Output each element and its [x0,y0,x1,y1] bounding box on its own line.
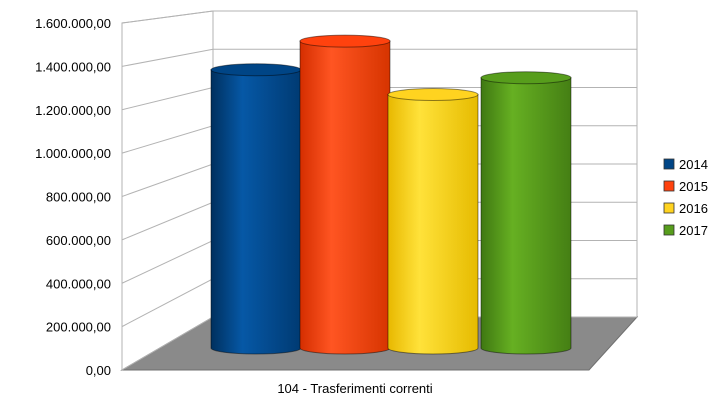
legend-swatch [663,202,675,214]
bar-2017 [480,71,572,355]
gridline [121,10,637,24]
y-tick-label: 400.000,00 [46,276,111,291]
legend-label: 2017 [679,223,708,238]
bar-top [480,71,572,85]
bar-2016 [387,88,479,355]
y-tick-label: 800.000,00 [46,190,111,205]
bar-body [480,77,572,355]
y-tick-label: 1.000.000,00 [35,146,111,161]
bar-top [210,63,302,77]
gridline [121,48,637,67]
y-axis-ticks: 0,00 200.000,00 400.000,00 600.000,00 800.00… [35,16,111,378]
y-tick-label: 1.200.000,00 [35,103,111,118]
chart-side-wall [121,10,214,370]
bar-body [387,94,479,355]
legend-label: 2016 [679,201,708,216]
legend-label: 2015 [679,179,708,194]
bar-top [299,34,391,48]
legend: 2014 2015 2016 2017 [663,157,708,238]
bars [210,34,572,355]
x-category-label: 104 - Trasferimenti correnti [277,381,432,396]
y-tick-label: 200.000,00 [46,320,111,335]
legend-label: 2014 [679,157,708,172]
bar-top [387,88,479,102]
y-tick-label: 0,00 [86,363,111,378]
y-tick-label: 1.600.000,00 [35,16,111,31]
bar-2014 [210,63,302,355]
bar-body [299,40,391,355]
legend-swatch [663,224,675,236]
legend-swatch [663,180,675,192]
bar-2015 [299,34,391,355]
y-tick-label: 600.000,00 [46,233,111,248]
y-tick-label: 1.400.000,00 [35,59,111,74]
legend-swatch [663,158,675,170]
bar-body [210,69,302,355]
